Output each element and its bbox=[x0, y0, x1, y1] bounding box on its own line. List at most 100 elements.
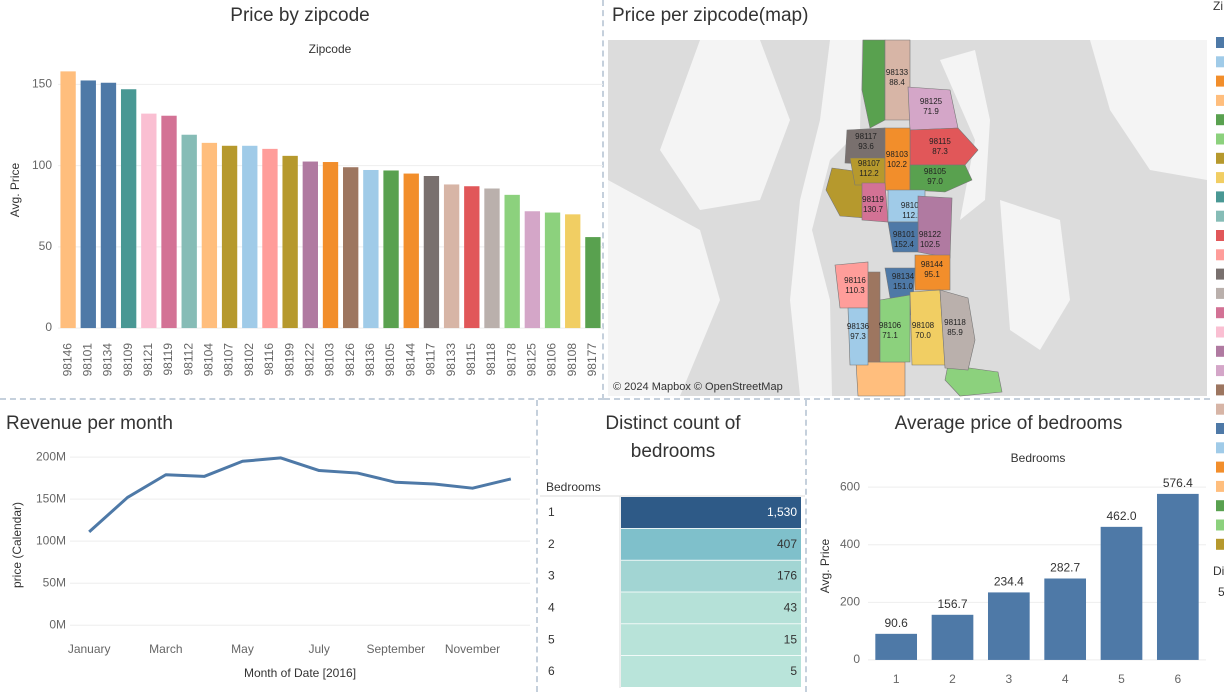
bar bbox=[242, 145, 258, 329]
legend-swatch bbox=[1216, 480, 1224, 492]
region-value: 102.5 bbox=[920, 240, 941, 249]
row-label: 2 bbox=[548, 537, 555, 551]
x-tick-label: 98118 bbox=[484, 343, 498, 376]
region-value: 97.0 bbox=[927, 177, 943, 186]
region-zipcode: 98106 bbox=[879, 321, 902, 330]
cell-label: 15 bbox=[784, 632, 798, 646]
bar bbox=[423, 175, 440, 329]
x-tick-label: 98104 bbox=[202, 343, 216, 377]
data-label: 282.7 bbox=[1050, 561, 1080, 575]
y-tick-label: 0 bbox=[853, 652, 860, 666]
y-tick-label: 150 bbox=[32, 77, 52, 91]
x-tick-label: 98134 bbox=[101, 343, 115, 377]
x-tick-label: 4 bbox=[1062, 672, 1069, 686]
subtitle: Zipcode bbox=[309, 42, 352, 56]
bar bbox=[282, 155, 298, 329]
y-tick-label: 100 bbox=[32, 158, 52, 172]
data-label: 462.0 bbox=[1106, 509, 1136, 523]
panel-line: Revenue per month bbox=[0, 400, 538, 692]
region-value: 95.1 bbox=[924, 270, 940, 279]
legend-title: Di bbox=[1213, 564, 1224, 578]
data-label: 90.6 bbox=[884, 616, 908, 630]
y-tick-label: 50 bbox=[39, 239, 53, 253]
line bbox=[88, 456, 512, 534]
x-tick-label: 98126 bbox=[343, 343, 357, 377]
legend-swatch bbox=[1216, 152, 1224, 164]
x-tick-label: 98115 bbox=[464, 343, 478, 376]
x-tick-label: 98144 bbox=[403, 343, 417, 377]
y-axis-label: Avg. Price bbox=[818, 538, 832, 593]
bar bbox=[524, 211, 541, 329]
region-zipcode: 98122 bbox=[919, 230, 942, 239]
map-water bbox=[1000, 200, 1070, 350]
data-label: 234.4 bbox=[994, 575, 1024, 589]
region-zipcode: 98103 bbox=[886, 150, 909, 159]
legend-swatch bbox=[1216, 268, 1224, 280]
bar bbox=[322, 162, 339, 329]
legend-swatch bbox=[1216, 94, 1224, 106]
subtitle: Bedrooms bbox=[1011, 451, 1066, 465]
bar bbox=[565, 214, 581, 329]
legend-swatch bbox=[1216, 423, 1224, 434]
map-water bbox=[1090, 40, 1207, 180]
legend-swatch bbox=[1216, 500, 1224, 512]
cell-label: 176 bbox=[777, 569, 797, 583]
chart-title: Price per zipcode(map) bbox=[612, 5, 809, 26]
table-header: Bedrooms bbox=[546, 480, 601, 494]
x-tick-label: May bbox=[231, 642, 254, 656]
row-label: 5 bbox=[548, 632, 555, 646]
region-zipcode: 98119 bbox=[862, 195, 884, 204]
map-water bbox=[940, 50, 990, 220]
region-zipcode: 98101 bbox=[893, 230, 916, 239]
x-tick-label: 98177 bbox=[585, 343, 599, 377]
region-value: 88.4 bbox=[889, 78, 905, 87]
chart-title: Price by zipcode bbox=[230, 5, 370, 26]
region-zipcode: 98125 bbox=[920, 97, 943, 106]
x-tick-label: 98178 bbox=[504, 343, 518, 377]
x-tick-label: 98101 bbox=[80, 343, 94, 377]
y-tick-label: 0 bbox=[45, 320, 52, 334]
region-zipcode: 98134 bbox=[892, 272, 915, 281]
region-zipcode: 98107 bbox=[858, 159, 881, 168]
x-tick-label: March bbox=[149, 642, 182, 656]
cell bbox=[621, 624, 801, 656]
region-zipcode: 98115 bbox=[929, 137, 951, 146]
y-axis-label: Avg. Price bbox=[8, 162, 22, 217]
legend-swatch bbox=[1216, 287, 1224, 299]
map-region bbox=[879, 294, 911, 363]
bar bbox=[262, 148, 278, 329]
chart-title: Distinct count of bedrooms bbox=[605, 413, 741, 462]
y-tick-label: 600 bbox=[840, 479, 860, 493]
region-value: 93.6 bbox=[858, 142, 874, 151]
legend-swatch bbox=[1216, 538, 1224, 550]
bar bbox=[544, 212, 561, 329]
map-area bbox=[867, 271, 881, 363]
legend-swatch bbox=[1216, 37, 1224, 48]
row-label: 1 bbox=[548, 505, 555, 519]
legend-swatch bbox=[1216, 133, 1224, 145]
bar bbox=[403, 173, 419, 329]
bar bbox=[120, 89, 137, 329]
bar bbox=[221, 145, 238, 329]
x-axis-label: Month of Date [2016] bbox=[244, 666, 356, 680]
x-tick-label: 3 bbox=[1005, 672, 1012, 686]
cell-label: 5 bbox=[790, 664, 797, 678]
x-tick-label: 98122 bbox=[302, 343, 316, 377]
x-tick-label: 98102 bbox=[242, 343, 256, 377]
bar bbox=[1100, 526, 1143, 660]
x-tick-label: 98105 bbox=[383, 343, 397, 377]
row-label: 3 bbox=[548, 569, 555, 583]
bar bbox=[504, 194, 520, 329]
bar bbox=[443, 184, 460, 329]
bar bbox=[201, 142, 218, 329]
x-tick-label: November bbox=[445, 642, 500, 656]
x-tick-label: 1 bbox=[893, 672, 900, 686]
cell bbox=[621, 497, 801, 528]
legend-title: Zi bbox=[1213, 0, 1223, 13]
y-tick-label: 100M bbox=[36, 533, 66, 547]
map-water bbox=[608, 180, 720, 396]
x-tick-label: 98117 bbox=[424, 343, 438, 376]
bar bbox=[80, 80, 96, 329]
map-region bbox=[939, 289, 976, 371]
